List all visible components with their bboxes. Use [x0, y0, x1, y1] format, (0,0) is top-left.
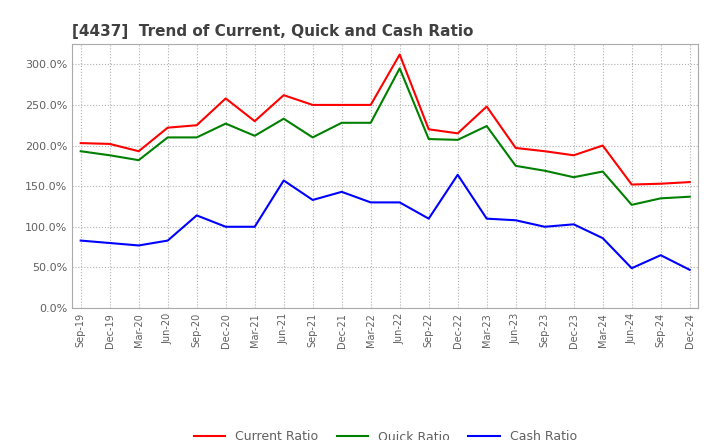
Line: Cash Ratio: Cash Ratio: [81, 175, 690, 270]
Current Ratio: [105, 141, 114, 147]
Quick Ratio: [221, 121, 230, 126]
Cash Ratio: [135, 243, 143, 248]
Cash Ratio: [221, 224, 230, 229]
Legend: Current Ratio, Quick Ratio, Cash Ratio: Current Ratio, Quick Ratio, Cash Ratio: [189, 425, 582, 440]
Quick Ratio: [424, 136, 433, 142]
Quick Ratio: [570, 175, 578, 180]
Cash Ratio: [76, 238, 85, 243]
Current Ratio: [308, 102, 317, 107]
Quick Ratio: [308, 135, 317, 140]
Current Ratio: [76, 140, 85, 146]
Cash Ratio: [424, 216, 433, 221]
Current Ratio: [685, 180, 694, 185]
Current Ratio: [251, 118, 259, 124]
Cash Ratio: [511, 218, 520, 223]
Quick Ratio: [685, 194, 694, 199]
Quick Ratio: [279, 116, 288, 121]
Current Ratio: [657, 181, 665, 187]
Current Ratio: [163, 125, 172, 130]
Line: Quick Ratio: Quick Ratio: [81, 68, 690, 205]
Quick Ratio: [598, 169, 607, 174]
Current Ratio: [424, 127, 433, 132]
Current Ratio: [135, 149, 143, 154]
Quick Ratio: [454, 137, 462, 143]
Quick Ratio: [135, 158, 143, 163]
Cash Ratio: [338, 189, 346, 194]
Quick Ratio: [541, 168, 549, 173]
Current Ratio: [570, 153, 578, 158]
Quick Ratio: [627, 202, 636, 208]
Cash Ratio: [163, 238, 172, 243]
Current Ratio: [366, 102, 375, 107]
Line: Current Ratio: Current Ratio: [81, 55, 690, 184]
Current Ratio: [541, 149, 549, 154]
Cash Ratio: [192, 213, 201, 218]
Quick Ratio: [105, 153, 114, 158]
Quick Ratio: [338, 120, 346, 125]
Quick Ratio: [395, 66, 404, 71]
Current Ratio: [338, 102, 346, 107]
Cash Ratio: [541, 224, 549, 229]
Text: [4437]  Trend of Current, Quick and Cash Ratio: [4437] Trend of Current, Quick and Cash …: [72, 24, 473, 39]
Quick Ratio: [482, 123, 491, 128]
Current Ratio: [395, 52, 404, 57]
Quick Ratio: [192, 135, 201, 140]
Quick Ratio: [366, 120, 375, 125]
Cash Ratio: [685, 267, 694, 272]
Current Ratio: [279, 92, 288, 98]
Quick Ratio: [251, 133, 259, 139]
Quick Ratio: [76, 149, 85, 154]
Cash Ratio: [598, 235, 607, 241]
Current Ratio: [221, 96, 230, 101]
Cash Ratio: [251, 224, 259, 229]
Current Ratio: [598, 143, 607, 148]
Current Ratio: [482, 104, 491, 109]
Current Ratio: [192, 123, 201, 128]
Quick Ratio: [657, 196, 665, 201]
Cash Ratio: [454, 172, 462, 177]
Cash Ratio: [105, 240, 114, 246]
Cash Ratio: [395, 200, 404, 205]
Cash Ratio: [482, 216, 491, 221]
Current Ratio: [511, 145, 520, 150]
Quick Ratio: [163, 135, 172, 140]
Cash Ratio: [570, 222, 578, 227]
Cash Ratio: [627, 266, 636, 271]
Cash Ratio: [279, 178, 288, 183]
Current Ratio: [454, 131, 462, 136]
Cash Ratio: [308, 197, 317, 202]
Current Ratio: [627, 182, 636, 187]
Cash Ratio: [366, 200, 375, 205]
Cash Ratio: [657, 253, 665, 258]
Quick Ratio: [511, 163, 520, 169]
